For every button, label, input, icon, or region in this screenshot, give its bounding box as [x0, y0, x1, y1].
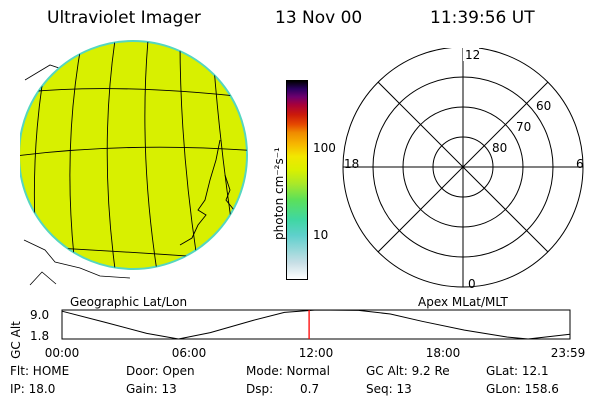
colorbar-tick-100: 100	[313, 141, 336, 155]
lat-label-60: 60	[536, 99, 551, 113]
orbit-x-tick-3: 18:00	[426, 346, 461, 360]
status-mode: Mode: Normal	[246, 364, 330, 378]
polar-diagonal-2	[377, 81, 549, 253]
colorbar-tick-10: 10	[313, 228, 329, 242]
orbit-x-tick-1: 06:00	[172, 346, 207, 360]
geographic-image-panel	[20, 40, 248, 286]
status-dsp-value: 0.7	[300, 382, 320, 396]
mlt-label-0: 0	[468, 277, 476, 291]
status-glon: GLon: 158.6	[486, 382, 559, 396]
status-ip: IP: 18.0	[10, 382, 56, 396]
orbit-x-tick-0: 00:00	[45, 346, 80, 360]
coastline-sw	[29, 271, 57, 286]
orbit-y-max-label: 9.0	[30, 308, 49, 322]
mlt-label-6: 6	[576, 157, 584, 171]
orbit-x-tick-2: 12:00	[299, 346, 334, 360]
lat-label-70: 70	[516, 120, 531, 134]
status-door: Door: Open	[126, 364, 195, 378]
orbit-x-tick-4: 23:59	[551, 346, 586, 360]
status-seq: Seq: 13	[366, 382, 412, 396]
polar-plot: 12 18 6 0 60 70 80	[342, 48, 584, 291]
orbit-altitude-line	[61, 309, 571, 340]
header-date: 13 Nov 00	[275, 8, 363, 28]
status-flight: Flt: HOME	[10, 364, 70, 378]
instrument-title: Ultraviolet Imager	[47, 8, 201, 28]
lat-label-80: 80	[492, 141, 507, 155]
status-glat: GLat: 12.1	[486, 364, 549, 378]
right-panel-caption: Apex MLat/MLT	[418, 295, 508, 309]
status-dsp-label: Dsp:	[246, 382, 274, 396]
header-time: 11:39:56 UT	[430, 8, 535, 28]
left-panel-caption: Geographic Lat/Lon	[70, 295, 188, 309]
orbit-altitude-chart: GC Alt 9.0 1.8 00:00 06:00 12:00 18:00 2…	[9, 308, 586, 360]
orbit-y-axis-label: GC Alt	[9, 321, 23, 359]
coastline-south	[23, 239, 131, 279]
colorbar	[286, 80, 308, 280]
earth-disk	[20, 40, 248, 270]
colorbar-unit-label: photon cm⁻²s⁻¹	[272, 147, 286, 240]
status-gain: Gain: 13	[126, 382, 177, 396]
mlt-label-12: 12	[465, 48, 480, 62]
orbit-y-min-label: 1.8	[30, 329, 49, 343]
status-gc-alt: GC Alt: 9.2 Re	[366, 364, 450, 378]
mlt-label-18: 18	[344, 157, 359, 171]
